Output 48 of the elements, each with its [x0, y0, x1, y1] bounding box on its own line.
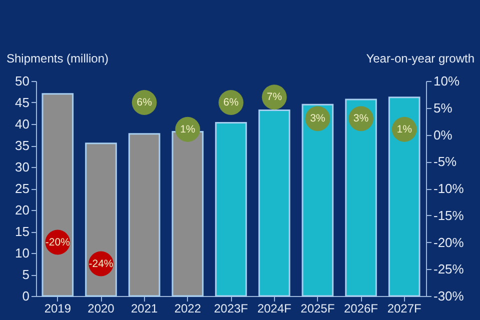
bar — [345, 98, 377, 297]
bar — [215, 122, 247, 297]
y2-tick-label: -10% — [434, 181, 464, 196]
y-tick-label: 35 — [15, 138, 30, 153]
data-label: 6% — [223, 96, 239, 108]
bar — [42, 93, 74, 297]
data-label: 1% — [396, 123, 412, 136]
y2-tick-label: 5% — [434, 100, 453, 116]
bar — [388, 96, 420, 297]
x-tick-label: 2027F — [387, 302, 422, 316]
y-tick-label: 20 — [15, 202, 30, 218]
y2-tick-label: -20% — [434, 234, 464, 250]
y2-tick-label: -30% — [434, 288, 464, 304]
y-tick-label: 10 — [15, 246, 30, 260]
y-tick-label: 30 — [15, 160, 30, 174]
y2-axis-title: Year-on-year growth — [366, 52, 474, 66]
bar — [258, 109, 290, 297]
data-label: -24% — [88, 258, 114, 270]
data-label: 7% — [266, 91, 282, 104]
x-tick-label: 2021 — [130, 302, 158, 316]
data-label: 3% — [353, 112, 369, 125]
y2-tick-label: 0% — [434, 127, 453, 142]
y2-tick-label: -5% — [434, 154, 458, 170]
data-label: -20% — [45, 236, 70, 248]
bar — [85, 142, 117, 297]
x-tick-label: 2020 — [88, 302, 115, 316]
data-label: 6% — [136, 96, 152, 108]
y2-tick-label: -15% — [434, 208, 464, 223]
y-tick-label: 0 — [22, 288, 30, 304]
bar — [302, 104, 334, 297]
y-tick-label: 45 — [15, 95, 30, 110]
y-tick-label: 40 — [15, 116, 30, 132]
y-axis-title: Shipments (million) — [6, 52, 109, 66]
x-tick-label: 2023F — [214, 302, 248, 316]
x-tick-label: 2025F — [300, 302, 335, 316]
data-label: 3% — [310, 112, 326, 125]
x-tick-label: 2024F — [257, 302, 292, 316]
x-tick-label: 2026F — [344, 302, 378, 316]
bar — [128, 133, 160, 297]
x-tick-label: 2019 — [44, 302, 72, 316]
y-tick-label: 15 — [15, 224, 30, 239]
y-tick-label: 5 — [22, 267, 30, 282]
y2-tick-label: 10% — [434, 74, 460, 88]
y2-tick-label: -25% — [434, 262, 464, 277]
y-tick-label: 25 — [15, 181, 30, 196]
data-label: 1% — [180, 123, 196, 136]
y-tick-label: 50 — [15, 74, 30, 88]
x-tick-label: 2022 — [174, 302, 202, 316]
